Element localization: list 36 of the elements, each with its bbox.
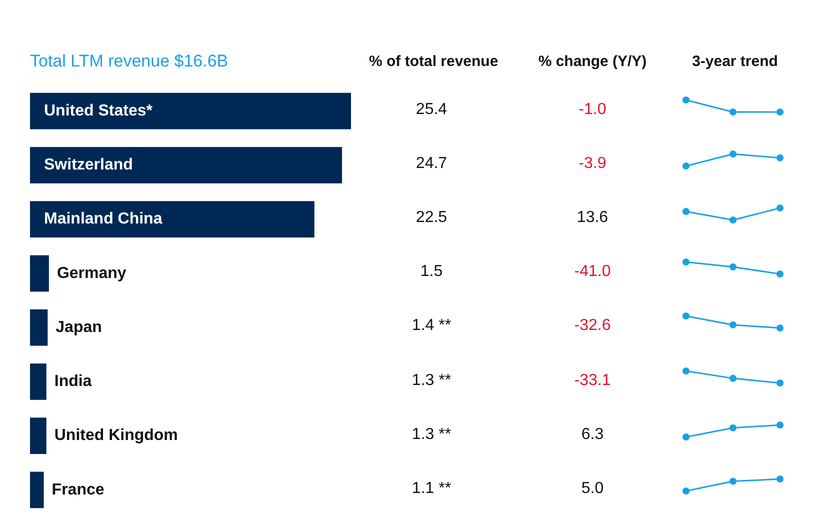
data-label: 5.0 [580, 480, 605, 498]
data-label: 1.3 ** [410, 372, 452, 390]
data-label: 24.7 [414, 155, 448, 174]
data-label: -32.6 [573, 317, 612, 336]
data-label: 1.1 ** [410, 480, 452, 498]
chart-title: 3-year trend [691, 53, 779, 70]
data-label: -41.0 [573, 263, 612, 282]
data-label: 13.6 [576, 209, 610, 228]
y-tick-label: India [54, 373, 92, 390]
text: % change (Y/Y) [537, 53, 648, 70]
y-tick-label: United States* [44, 102, 154, 120]
bar [30, 472, 44, 508]
data-label: 1.3 ** [410, 426, 452, 444]
bar [30, 92, 351, 130]
bar [30, 364, 46, 400]
y-tick-label: Japan [56, 318, 102, 336]
y-tick-label: United Kingdom [54, 427, 178, 444]
data-label: 1.4 ** [410, 317, 452, 336]
text: % of total revenue [369, 53, 498, 70]
data-label: 1.5 [419, 263, 444, 282]
data-label: 6.3 [580, 426, 605, 444]
y-tick-label: Germany [56, 264, 126, 282]
data-label: -33.1 [573, 372, 612, 390]
data-label: 25.4 [414, 101, 448, 119]
data-label: 22.5 [414, 209, 448, 228]
bar [30, 309, 48, 346]
chart-title: Total LTM revenue $16.6B [30, 52, 228, 71]
y-tick-label: France [52, 481, 104, 498]
bar [30, 147, 342, 184]
data-label: -1.0 [578, 101, 608, 119]
data-label: -3.9 [578, 155, 608, 174]
y-tick-label: Switzerland [44, 156, 133, 174]
bar [30, 418, 46, 454]
y-tick-label: Mainland China [44, 210, 162, 228]
bar [30, 201, 314, 238]
bar [30, 255, 49, 292]
